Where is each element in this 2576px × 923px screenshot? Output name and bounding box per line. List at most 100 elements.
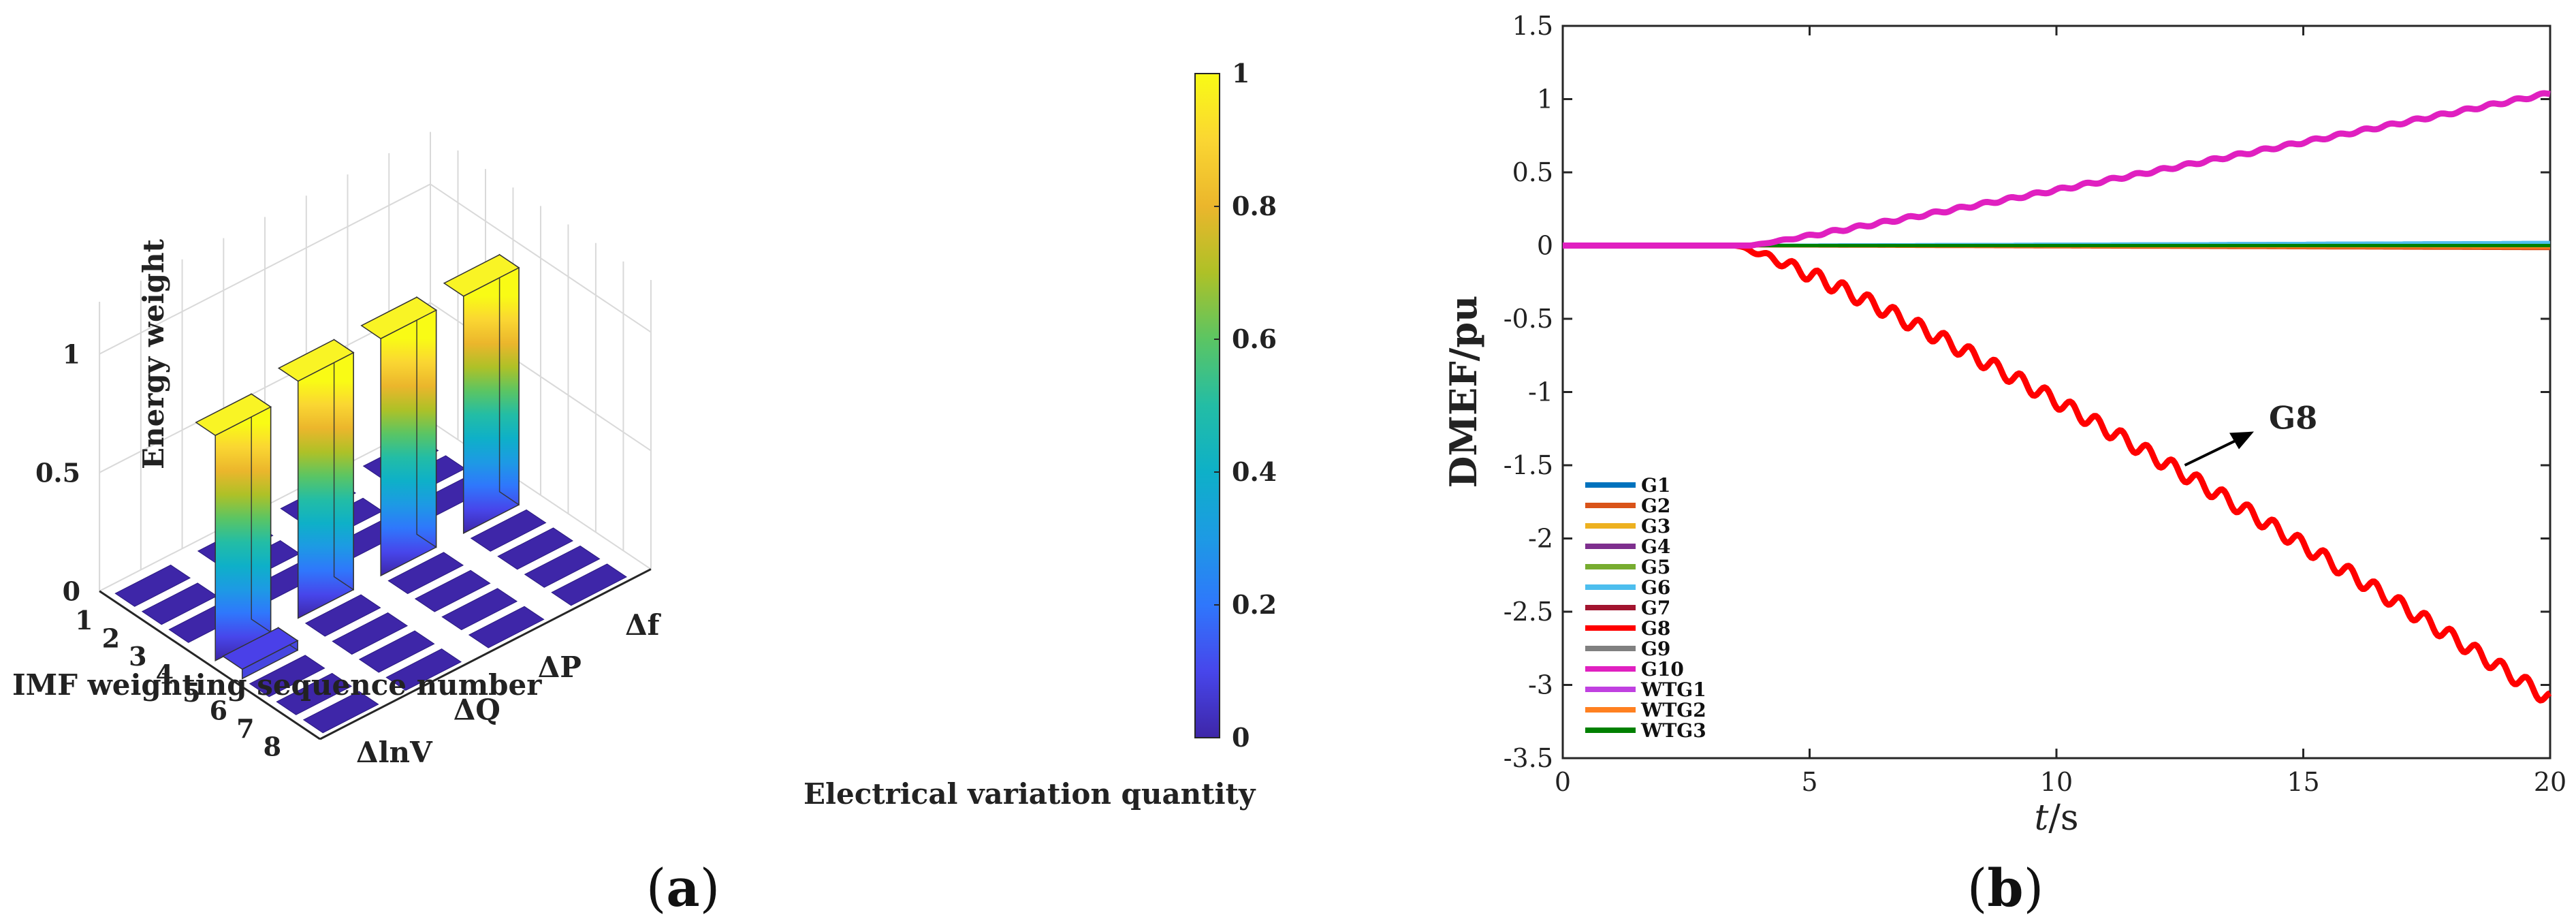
- panel-a-grid-line: [430, 183, 652, 333]
- panel-b-x-label: t/s: [2034, 798, 2078, 839]
- panel-a-grid-line: [99, 183, 431, 355]
- panel-b-plot-area: [1561, 25, 2551, 760]
- panel-a-bar-top: [360, 296, 438, 339]
- panel-b-ticks: 0 5 10 15 20 1.5 1 0.5 0 -0.5 -1 -1.5 -2 -2.5 -3 -3.5: [1504, 11, 2566, 797]
- panel-a-floor-tile: [114, 564, 191, 607]
- panel-a-floor-tile: [304, 594, 381, 637]
- panel-a-bar: [443, 253, 520, 535]
- panel-a-bar-top: [195, 393, 272, 437]
- panel-b-y-tick-label: -1: [1528, 377, 1553, 407]
- panel-a-bar: [221, 627, 299, 680]
- panel-a-floor-tile: [141, 582, 218, 625]
- panel-a-floor-tile: [302, 691, 379, 734]
- panel-b-legend-label: G5: [1641, 556, 1670, 578]
- panel-a-x-axis: [99, 590, 321, 740]
- panel-a-x-tick-label: 7: [236, 713, 254, 744]
- panel-a-bar-side: [251, 392, 272, 633]
- panel-a-y-axis: [319, 568, 652, 740]
- panel-a-bars: [195, 253, 520, 680]
- panel-b-x-tick-label: 0: [1555, 767, 1571, 797]
- panel-a-x-tick-label: 6: [210, 695, 227, 725]
- panel-b-annotation-arrow: [2184, 437, 2241, 467]
- panel-b-series-line: [1561, 90, 2551, 249]
- panel-a-floor-tile: [414, 569, 491, 612]
- panel-b-y-tick-label: -3.5: [1504, 743, 1553, 773]
- panel-a-colorbar-tick-label: 0: [1232, 722, 1250, 753]
- panel-b-y-tick-label: -2.5: [1504, 597, 1553, 627]
- panel-a-floor-tile: [387, 552, 464, 595]
- panel-b-series: [1561, 90, 2552, 704]
- panel-a-y-label: Electrical variation quantity: [804, 777, 1256, 811]
- panel-a-bar-top: [221, 627, 299, 670]
- panel-b-annotation: G8: [2184, 400, 2317, 467]
- panel-b-x-tick-label: 10: [2040, 767, 2073, 797]
- panel-a-bar: [195, 392, 272, 662]
- panel-b-legend-label: G8: [1641, 617, 1670, 640]
- panel-b-y-tick-label: -0.5: [1504, 304, 1553, 334]
- panel-a-floor-tile: [468, 606, 545, 648]
- panel-b-y-tick-label: 1.5: [1512, 11, 1553, 41]
- panel-a-x-tick-label: 5: [182, 677, 200, 708]
- panel-a-bar-side: [416, 296, 437, 548]
- panel-a-colorbar-tick-label: 0.6: [1232, 324, 1277, 354]
- panel-b-y-tick-label: 0: [1537, 231, 1553, 261]
- panel-b-legend-label: G9: [1641, 638, 1670, 660]
- panel-b-y-label: DMEF/pu: [1442, 296, 1485, 488]
- panel-a-y-tick-label: ΔQ: [454, 693, 500, 727]
- panel-b-legend-label: G2: [1641, 495, 1670, 517]
- panel-a-floor-tile: [470, 509, 547, 552]
- panel-a-colorbar-tick-label: 0.2: [1232, 589, 1277, 620]
- panel-b-x-tick-label: 20: [2534, 767, 2566, 797]
- panel-a-y-ticks: ΔlnV ΔQ ΔP Δf: [356, 608, 662, 769]
- panel-b-y-tick-label: -2: [1528, 524, 1553, 554]
- panel-a-z-tick-label: 0.5: [35, 458, 80, 488]
- panel-b-legend-label: G1: [1641, 474, 1670, 497]
- panel-a-axes-walls: [99, 131, 652, 740]
- panel-a-bar-top: [443, 254, 520, 297]
- panel-a-floor-tile: [441, 588, 518, 631]
- panel-b-x-tick-label: 15: [2287, 767, 2319, 797]
- panel-b-annotation-arrowhead: [2229, 431, 2254, 450]
- panel-b-legend-label: G3: [1641, 515, 1670, 537]
- panel-b-y-tick-label: -1.5: [1504, 450, 1553, 480]
- panel-a-y-tick-label: Δf: [625, 608, 662, 642]
- panel-a-floor-tile: [524, 545, 601, 588]
- panel-a-caption: (a): [646, 858, 720, 918]
- panel-b-line-chart: 0 5 10 15 20 1.5 1 0.5 0 -0.5 -1 -1.5 -2 -2.5 -3 -3.5 G…: [1442, 11, 2566, 918]
- panel-a-floor-tile: [385, 648, 462, 691]
- panel-a-bar: [360, 296, 438, 577]
- panel-a-x-tick-label: 8: [264, 731, 281, 762]
- panel-b-legend-label: WTG1: [1640, 678, 1706, 701]
- panel-b-legend-label: WTG2: [1640, 699, 1706, 721]
- panel-a-floor-tile: [497, 527, 573, 570]
- panel-a-x-tick-label: 4: [156, 659, 174, 689]
- panel-b-y-tick-label: 0.5: [1512, 157, 1553, 187]
- panel-b-legend-label: G7: [1641, 597, 1670, 619]
- panel-a-z-tick-label: 0: [63, 576, 80, 607]
- panel-a-bar-side: [333, 339, 354, 591]
- panel-a-z-label: Energy weight: [137, 238, 170, 469]
- panel-a-y-tick-label: ΔlnV: [356, 736, 433, 769]
- panel-b-caption: (b): [1967, 858, 2044, 918]
- panel-a-z-ticks: 00.51: [35, 339, 80, 607]
- panel-b-legend-label: WTG3: [1640, 719, 1706, 742]
- panel-b-legend-label: G10: [1641, 658, 1684, 680]
- panel-b-legend-label: G6: [1641, 576, 1670, 599]
- panel-a-colorbar-tick-label: 0.4: [1232, 456, 1277, 487]
- panel-a-floor-tile: [358, 630, 435, 673]
- panel-b-x-tick-label: 5: [1801, 767, 1817, 797]
- panel-a-floor-tile: [276, 672, 353, 715]
- panel-b-y-tick-label: -3: [1528, 670, 1553, 700]
- panel-a-x-tick-label: 1: [75, 605, 93, 636]
- panel-a-x-label: IMF weighting sequence number: [12, 668, 542, 702]
- panel-a-colorbar-bar: [1194, 73, 1220, 738]
- panel-a-bar: [277, 339, 355, 619]
- panel-b-annotation-label: G8: [2269, 400, 2317, 437]
- panel-a-floor-tile: [332, 612, 409, 655]
- panel-a-floor-tile: [551, 563, 627, 606]
- panel-a-colorbar: 0 0.2 0.4 0.6 0.8 1: [1194, 58, 1277, 753]
- panel-a-colorbar-tick-label: 1: [1232, 58, 1250, 89]
